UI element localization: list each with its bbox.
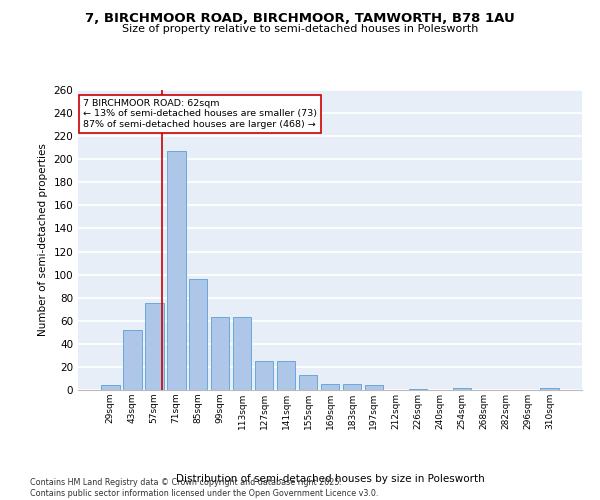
Text: 7, BIRCHMOOR ROAD, BIRCHMOOR, TAMWORTH, B78 1AU: 7, BIRCHMOOR ROAD, BIRCHMOOR, TAMWORTH, …: [85, 12, 515, 26]
Text: 7 BIRCHMOOR ROAD: 62sqm
← 13% of semi-detached houses are smaller (73)
87% of se: 7 BIRCHMOOR ROAD: 62sqm ← 13% of semi-de…: [83, 99, 317, 129]
Bar: [233, 318, 251, 390]
Y-axis label: Number of semi-detached properties: Number of semi-detached properties: [38, 144, 48, 336]
Bar: [541, 388, 559, 390]
Bar: [320, 384, 340, 390]
Bar: [277, 361, 295, 390]
Text: Contains HM Land Registry data © Crown copyright and database right 2025.
Contai: Contains HM Land Registry data © Crown c…: [30, 478, 379, 498]
Bar: [211, 318, 229, 390]
Bar: [343, 384, 361, 390]
Bar: [167, 151, 185, 390]
Text: Size of property relative to semi-detached houses in Polesworth: Size of property relative to semi-detach…: [122, 24, 478, 34]
Bar: [452, 388, 471, 390]
Bar: [123, 330, 142, 390]
Bar: [189, 279, 208, 390]
Bar: [409, 389, 427, 390]
Bar: [299, 375, 317, 390]
Bar: [101, 386, 119, 390]
Bar: [145, 304, 164, 390]
Bar: [365, 386, 383, 390]
X-axis label: Distribution of semi-detached houses by size in Polesworth: Distribution of semi-detached houses by …: [176, 474, 484, 484]
Bar: [255, 361, 274, 390]
